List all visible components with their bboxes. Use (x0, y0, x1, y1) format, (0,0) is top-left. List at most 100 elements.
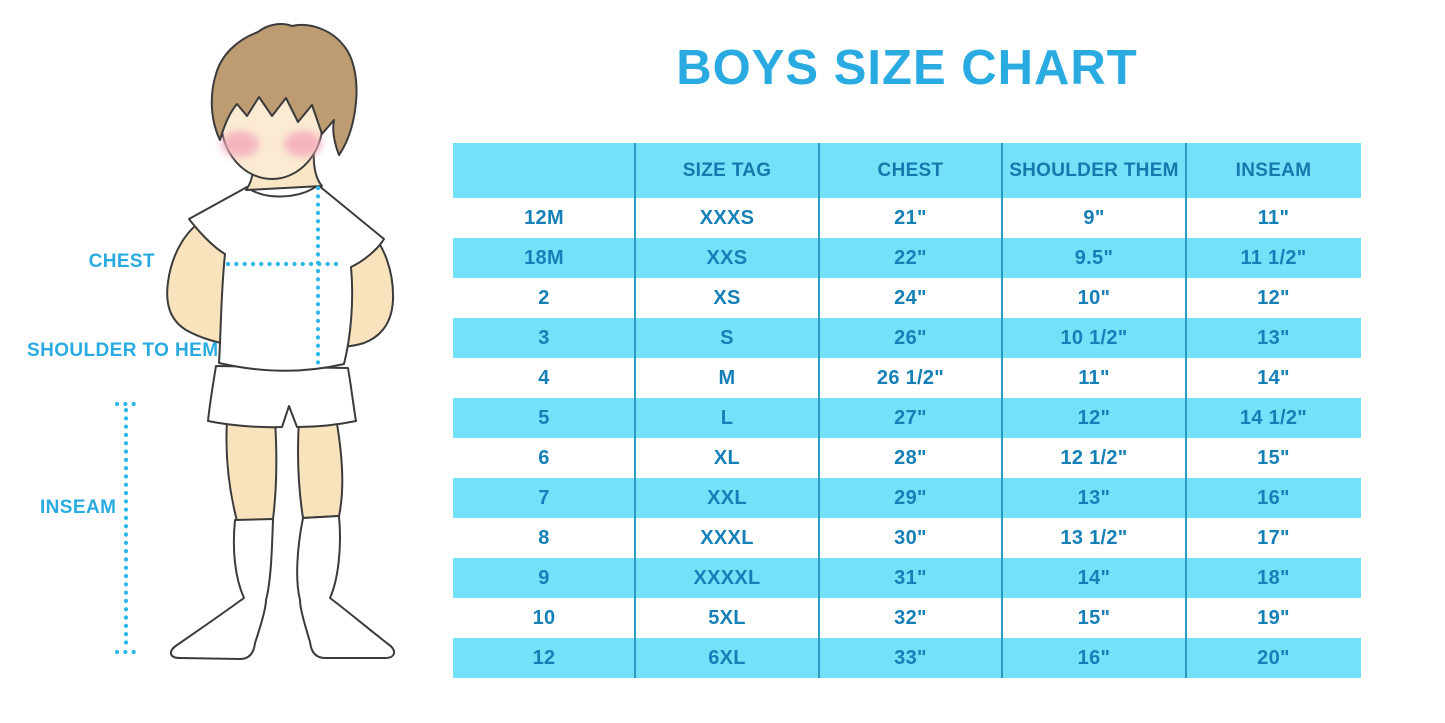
table-cell: 10 (532, 606, 556, 629)
table-cell: XXXL (700, 526, 754, 549)
table-cell: 33" (894, 646, 927, 669)
table-row: 12M XXXS 21" 9" 11" (453, 198, 1361, 238)
table-cell: 32" (894, 606, 927, 629)
table-cell: 13" (1257, 326, 1290, 349)
hair (210, 23, 358, 156)
left-sock (170, 518, 274, 660)
table-row: 10 5XL 32" 15" 19" (453, 598, 1361, 638)
table-cell: 16" (1257, 486, 1290, 509)
table-cell: 26 1/2" (876, 366, 945, 389)
column-header-size-tag: SIZE TAG (682, 159, 772, 181)
table-cell: 28" (894, 446, 927, 469)
table-cell: 12M (524, 206, 564, 229)
table-cell: 14" (1077, 566, 1111, 589)
column-header-shoulder: SHOULDER THEM (1009, 159, 1179, 181)
column-separator (818, 143, 820, 678)
table-cell: 11" (1257, 206, 1290, 229)
table-cell: 3 (538, 326, 550, 349)
table-cell: 8 (538, 526, 550, 549)
table-row: 9 XXXXL 31" 14" 18" (453, 558, 1361, 598)
size-chart-table: SIZE TAG CHEST SHOULDER THEM INSEAM 12M X… (453, 143, 1361, 678)
right-leg (297, 417, 344, 519)
table-cell: 15" (1077, 606, 1111, 629)
table-cell: 9 (538, 566, 550, 589)
table-cell: XXXS (699, 206, 755, 229)
table-cell: 18" (1257, 566, 1290, 589)
table-cell: 6 (538, 446, 550, 469)
boy-measurement-diagram: CHEST SHOULDER TO HEM INSEAM (0, 0, 460, 700)
shorts (207, 365, 357, 429)
table-cell: L (720, 406, 734, 429)
column-header-inseam: INSEAM (1235, 159, 1312, 181)
column-separator (1001, 143, 1003, 678)
table-cell: 4 (538, 366, 550, 389)
table-cell: 9.5" (1074, 246, 1114, 269)
table-row: 12 6XL 33" 16" 20" (453, 638, 1361, 678)
page-title: BOYS SIZE CHART (676, 41, 1138, 95)
table-cell: 12" (1077, 406, 1111, 429)
table-cell: 10 1/2" (1060, 326, 1128, 349)
chest-label: CHEST (88, 251, 155, 272)
table-cell: 5XL (708, 606, 746, 629)
table-cell: 16" (1077, 646, 1111, 669)
table-cell: 2 (538, 286, 550, 309)
table-row: 6 XL 28" 12 1/2" 15" (453, 438, 1361, 478)
column-separator (1185, 143, 1187, 678)
table-body: 12M XXXS 21" 9" 11" 18M XXS 22" 9.5" 11 1/2" 2 XS 24… (453, 198, 1361, 678)
inseam-label: INSEAM (40, 497, 117, 518)
table-cell: 11" (1078, 366, 1110, 389)
t-shirt (188, 184, 385, 372)
table-cell: XXXXL (693, 566, 761, 589)
right-sock (296, 515, 395, 659)
table-cell: 12" (1257, 286, 1290, 309)
table-row: 3 S 26" 10 1/2" 13" (453, 318, 1361, 358)
table-row: 7 XXL 29" 13" 16" (453, 478, 1361, 518)
table-cell: M (718, 366, 736, 389)
table-cell: 27" (894, 406, 927, 429)
column-header-size (453, 143, 635, 198)
cheeks (221, 131, 322, 157)
table-cell: 12 1/2" (1060, 446, 1128, 469)
table-cell: 17" (1257, 526, 1290, 549)
table-cell: 13 1/2" (1060, 526, 1128, 549)
left-leg (225, 419, 278, 522)
table-cell: XS (713, 286, 741, 309)
column-header-chest: CHEST (877, 159, 944, 181)
table-cell: 22" (894, 246, 927, 269)
table-cell: 24" (894, 286, 927, 309)
table-cell: 14 1/2" (1239, 406, 1308, 429)
table-cell: 14" (1257, 366, 1290, 389)
table-cell: 11 1/2" (1240, 246, 1307, 269)
table-cell: 5 (538, 406, 550, 429)
table-cell: S (720, 326, 734, 349)
table-cell: 26" (894, 326, 927, 349)
table-cell: 19" (1257, 606, 1290, 629)
table-cell: 6XL (708, 646, 746, 669)
shoulder-to-hem-label: SHOULDER TO HEM (27, 340, 219, 361)
table-cell: 21" (894, 206, 927, 229)
table-row: 4 M 26 1/2" 11" 14" (453, 358, 1361, 398)
measurement-dotted-lines (114, 185, 345, 655)
table-cell: 31" (894, 566, 927, 589)
table-cell: 12 (532, 646, 556, 669)
table-cell: 9" (1083, 206, 1105, 229)
table-cell: 7 (538, 486, 550, 509)
table-cell: 18M (524, 246, 564, 269)
table-cell: 20" (1257, 646, 1290, 669)
table-row: 8 XXXL 30" 13 1/2" 17" (453, 518, 1361, 558)
table-cell: XXS (706, 246, 748, 269)
column-separator (634, 143, 636, 678)
table-cell: 13" (1077, 486, 1111, 509)
table-cell: 29" (894, 486, 927, 509)
table-cell: 10" (1077, 286, 1111, 309)
table-header-row: SIZE TAG CHEST SHOULDER THEM INSEAM (453, 143, 1361, 198)
table-cell: 15" (1257, 446, 1290, 469)
boy-illustration-svg (114, 23, 395, 660)
table-cell: XL (713, 446, 741, 469)
table-cell: XXL (707, 486, 747, 509)
table-row: 5 L 27" 12" 14 1/2" (453, 398, 1361, 438)
table-row: 18M XXS 22" 9.5" 11 1/2" (453, 238, 1361, 278)
table-cell: 30" (894, 526, 927, 549)
table-row: 2 XS 24" 10" 12" (453, 278, 1361, 318)
